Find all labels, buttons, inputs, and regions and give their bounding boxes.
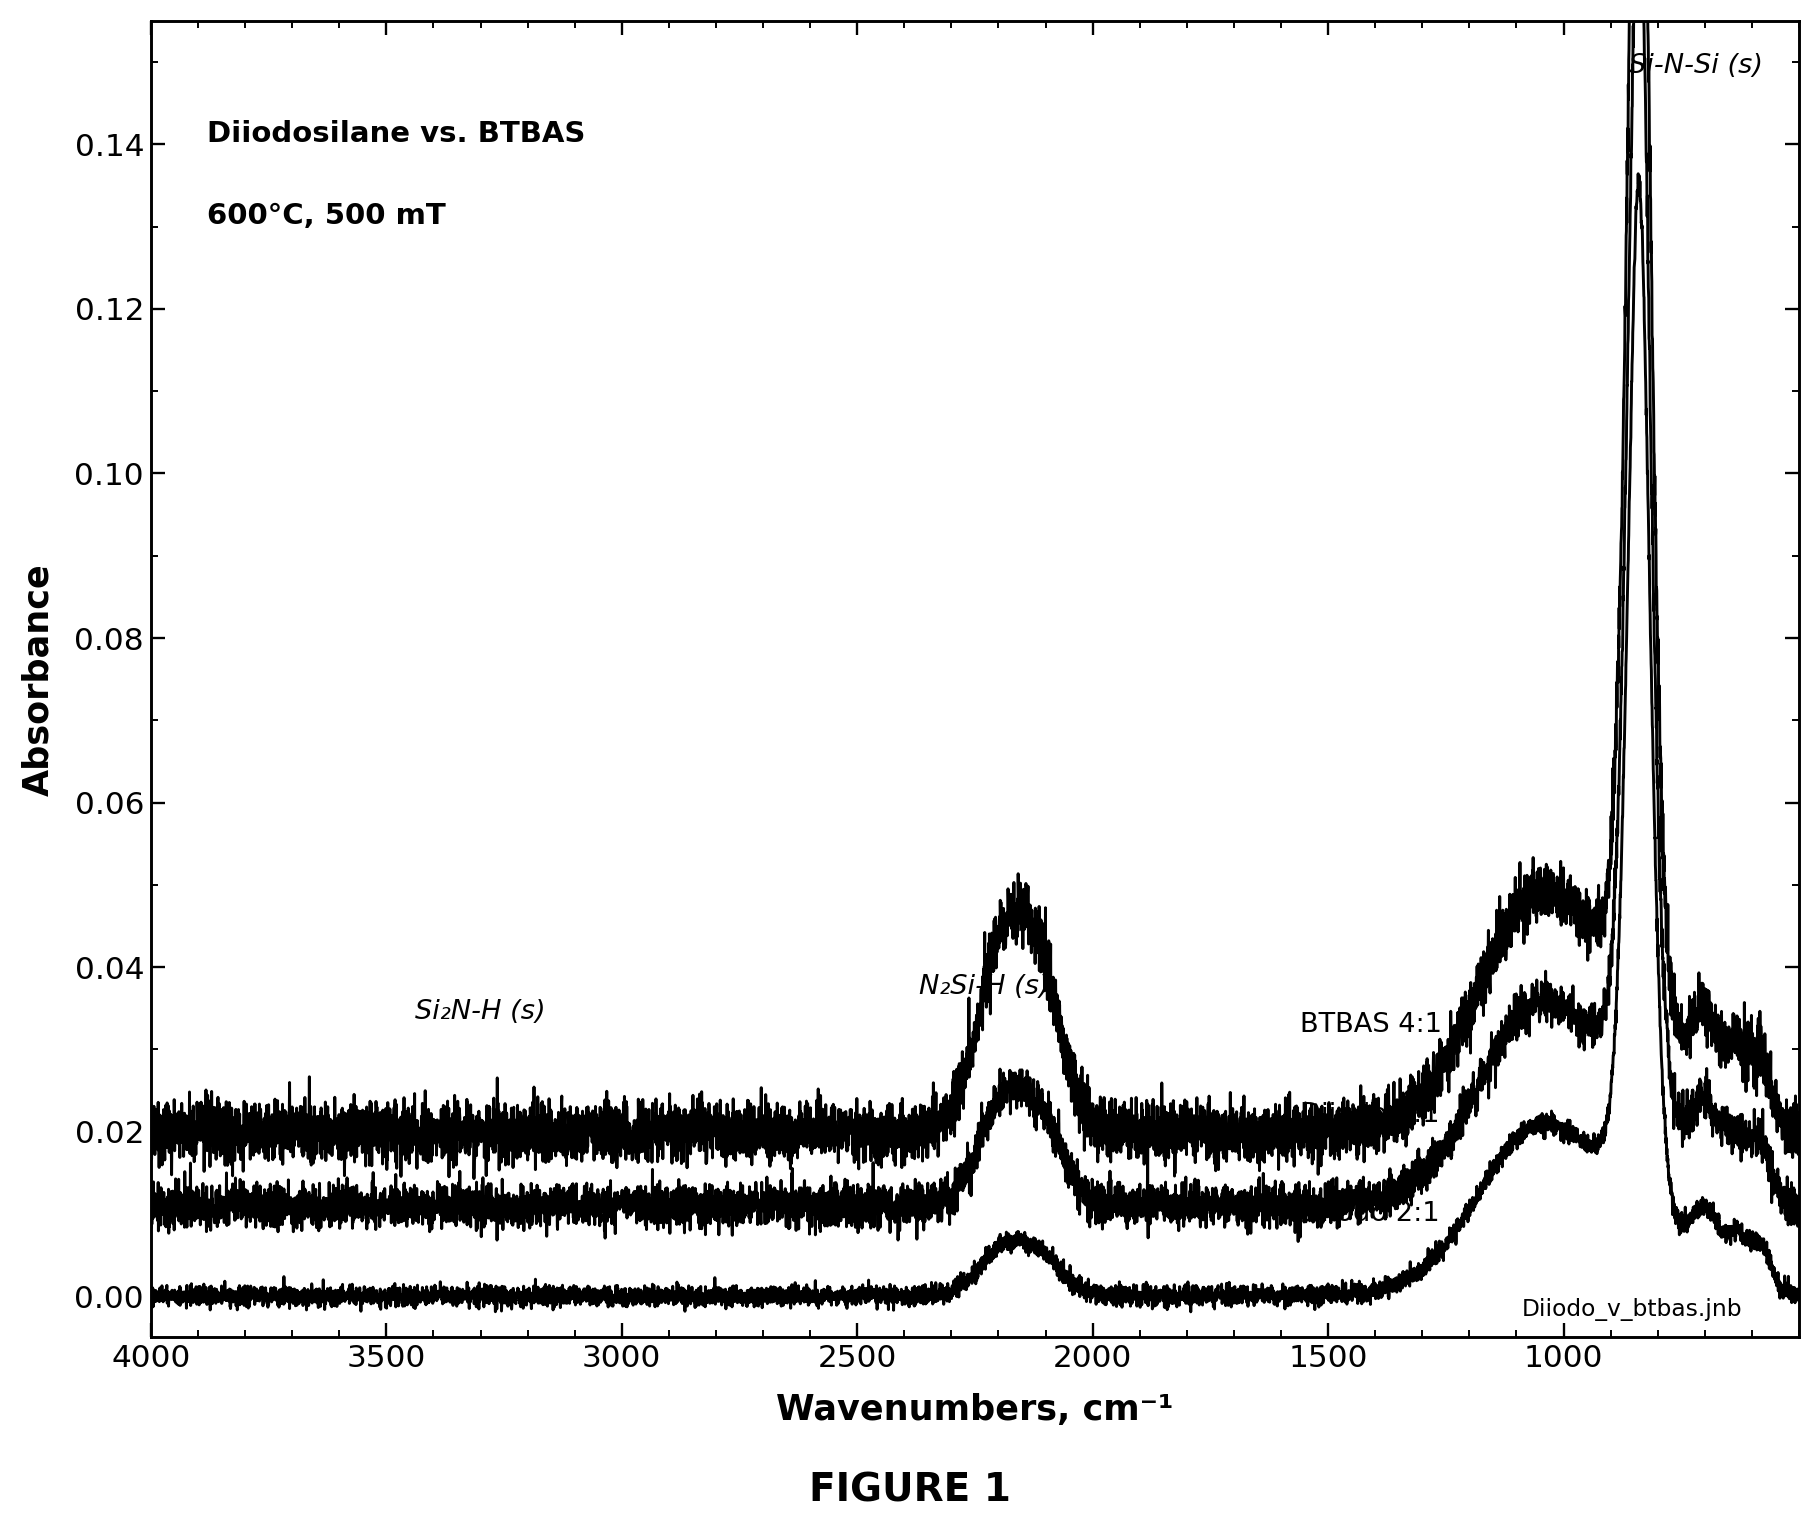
Text: Diiodo_v_btbas.jnb: Diiodo_v_btbas.jnb [1522, 1298, 1742, 1321]
Text: Diiodosilane vs. BTBAS: Diiodosilane vs. BTBAS [207, 120, 586, 148]
Text: Si₂N-H (s): Si₂N-H (s) [415, 999, 546, 1024]
Y-axis label: Absorbance: Absorbance [22, 562, 55, 796]
Text: Si-N-Si (s): Si-N-Si (s) [1629, 52, 1764, 79]
Text: Diiodo 2:1: Diiodo 2:1 [1299, 1201, 1440, 1227]
X-axis label: Wavenumbers, cm⁻¹: Wavenumbers, cm⁻¹ [775, 1392, 1174, 1426]
Text: N₂Si-H (s): N₂Si-H (s) [919, 973, 1050, 999]
Text: FIGURE 1: FIGURE 1 [810, 1471, 1010, 1509]
Text: 600°C, 500 mT: 600°C, 500 mT [207, 202, 446, 229]
Text: Diiodo 4:1: Diiodo 4:1 [1299, 1103, 1440, 1129]
Text: BTBAS 4:1: BTBAS 4:1 [1299, 1012, 1441, 1038]
